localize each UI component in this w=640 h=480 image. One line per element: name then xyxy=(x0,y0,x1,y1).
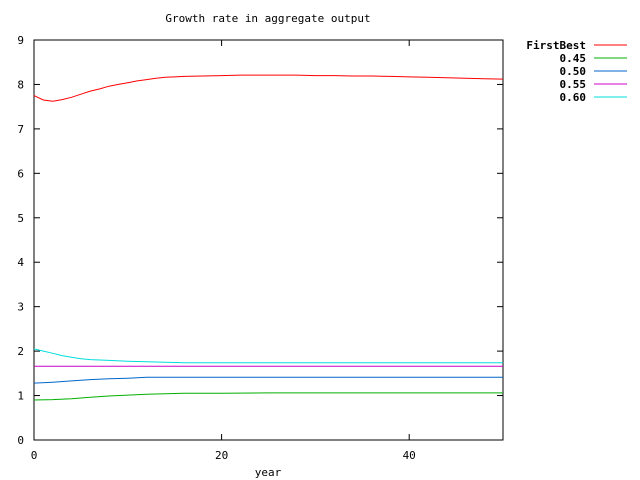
y-tick-label: 4 xyxy=(17,256,24,269)
series-line-0.50 xyxy=(33,376,503,384)
y-tick-label: 7 xyxy=(17,123,24,136)
y-tick-label: 3 xyxy=(17,301,24,314)
legend-label: 0.60 xyxy=(560,91,587,104)
series-layer xyxy=(33,74,504,401)
y-tick-label: 9 xyxy=(17,34,24,47)
series-line-FirstBest xyxy=(33,74,504,102)
x-axis-label: year xyxy=(255,466,282,479)
series-line-0.60 xyxy=(33,348,503,364)
plot-frame xyxy=(33,39,504,441)
x-tick-label: 0 xyxy=(31,449,38,462)
y-tick-label: 2 xyxy=(17,345,24,358)
x-tick-label: 40 xyxy=(403,449,416,462)
y-tick-label: 8 xyxy=(17,78,24,91)
series-line-0.45 xyxy=(33,392,503,401)
y-axis: 0 1 2 3 4 5 6 7 8 9 xyxy=(17,34,503,447)
y-tick-label: 0 xyxy=(17,434,24,447)
chart-title: Growth rate in aggregate output xyxy=(165,12,370,25)
x-axis: 0 20 40 xyxy=(31,40,416,462)
legend-label: 0.55 xyxy=(560,78,587,91)
legend-label: FirstBest xyxy=(526,39,586,52)
y-tick-label: 5 xyxy=(17,212,24,225)
y-tick-label: 6 xyxy=(17,167,24,180)
legend-label: 0.50 xyxy=(560,65,587,78)
legend-label: 0.45 xyxy=(560,52,587,65)
y-tick-label: 1 xyxy=(17,390,24,403)
x-tick-label: 20 xyxy=(215,449,228,462)
